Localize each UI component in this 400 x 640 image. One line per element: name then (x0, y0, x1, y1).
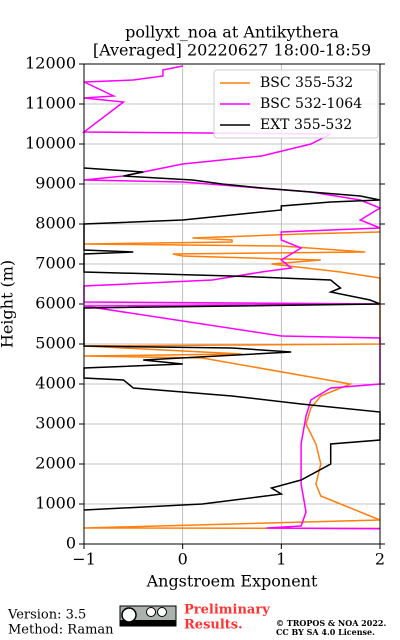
y-tick-label: 3000 (35, 414, 76, 433)
plot-area: −1 0 1 201000200030004000500060007000800090… (25, 54, 385, 569)
notice: Results. (184, 618, 243, 633)
profile-line (81, 65, 382, 530)
chart-subtitle: [Averaged] 20220627 18:00-18:59 (93, 41, 371, 60)
y-tick-label: 1000 (35, 494, 76, 513)
legend-label: EXT 355-532 (260, 117, 352, 133)
y-tick-label: 2000 (35, 454, 76, 473)
y-tick-label: 0 (66, 534, 76, 553)
y-tick-label: 7000 (35, 254, 76, 273)
y-tick-label: 10000 (25, 134, 76, 153)
license-logo (119, 605, 177, 627)
profile-line (83, 231, 381, 530)
legend-box (213, 69, 379, 139)
notice: Preliminary (184, 603, 270, 618)
license: CC BY SA 4.0 License. (276, 627, 375, 637)
y-tick-label: 5000 (35, 334, 76, 353)
y-tick-label: 8000 (35, 214, 76, 233)
plot-frame (83, 63, 381, 545)
method: Method: Raman (8, 623, 114, 638)
y-axis-label: Height (m) (0, 260, 17, 348)
legend-label: BSC 532-1064 (260, 96, 362, 112)
y-tick-label: 4000 (35, 374, 76, 393)
profile-line (83, 167, 381, 511)
y-tick-label: 12000 (25, 54, 76, 73)
chart-title: pollyxt_noa at Antikythera (125, 23, 339, 42)
legend-label: BSC 355-532 (260, 75, 353, 91)
x-tick-label: 1 (276, 550, 286, 569)
y-tick-label: 9000 (35, 174, 76, 193)
version: Version: 3.5 (7, 608, 86, 623)
x-tick-label: −1 (72, 550, 96, 569)
x-axis-label: Angstroem Exponent (146, 572, 318, 591)
y-tick-label: 11000 (25, 94, 76, 113)
copyright: © TROPOS & NOA 2022. (276, 618, 386, 628)
y-tick-label: 6000 (35, 294, 76, 313)
x-tick-label: 0 (178, 550, 188, 569)
x-tick-label: 2 (375, 550, 385, 569)
